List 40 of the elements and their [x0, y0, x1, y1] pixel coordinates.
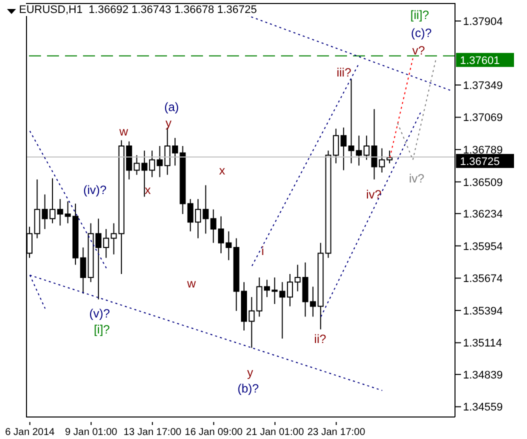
annotation: w [118, 124, 128, 138]
y-tick-label: 1.37069 [463, 112, 503, 124]
annotation: x [219, 163, 226, 178]
y-tick-label: 1.37349 [463, 80, 503, 92]
annotation: iv? [409, 172, 425, 186]
y-tick-label: 1.36234 [463, 208, 503, 220]
y-tick-label: 1.35954 [463, 240, 503, 253]
ref-line-label: 1.37601 [460, 54, 500, 67]
x-tick-label: 9 Jan 01:00 [64, 427, 118, 438]
x-tick-label: 23 Jan 17:00 [307, 427, 366, 438]
x-tick-label: 6 Jan 2014 [5, 427, 56, 438]
x-tick-label: 13 Jan 17:00 [123, 427, 182, 438]
y-tick-label: 1.37904 [463, 16, 503, 28]
y-tick-label: 1.35114 [463, 338, 502, 350]
annotation: (a) [164, 100, 179, 114]
x-tick-label: 21 Jan 01:00 [246, 427, 304, 438]
annotation: (c)? [410, 26, 432, 40]
y-tick-label: 1.36789 [463, 144, 503, 156]
y-tick-label: 1.36509 [463, 176, 503, 189]
y-tick-label: 1.35394 [463, 305, 503, 318]
annotation: [i]? [94, 322, 110, 337]
annotation: ii? [314, 332, 326, 346]
annotation: y [165, 116, 172, 130]
annotation: i [261, 244, 264, 258]
y-tick-label: 1.35674 [463, 273, 503, 286]
annotation: (b)? [237, 381, 260, 396]
annotation: (v)? [89, 306, 110, 320]
chart-title: EURUSD,H1 1.36692 1.36743 1.36678 1.36725 [19, 4, 257, 16]
annotation: [ii]? [410, 8, 430, 22]
annotation: iv? [366, 188, 382, 202]
ref-line-label: 1.36725 [460, 156, 500, 168]
annotation: x [144, 183, 151, 198]
y-tick-label: 1.34559 [463, 402, 503, 414]
y-tick-label: 1.34839 [463, 369, 503, 382]
annotation: iii? [336, 65, 352, 80]
annotation: v? [412, 44, 426, 58]
annotation: w [186, 276, 196, 290]
x-tick-label: 16 Jan 09:00 [184, 427, 244, 438]
annotation: y [247, 365, 254, 380]
annotation: (iv)? [83, 183, 107, 198]
